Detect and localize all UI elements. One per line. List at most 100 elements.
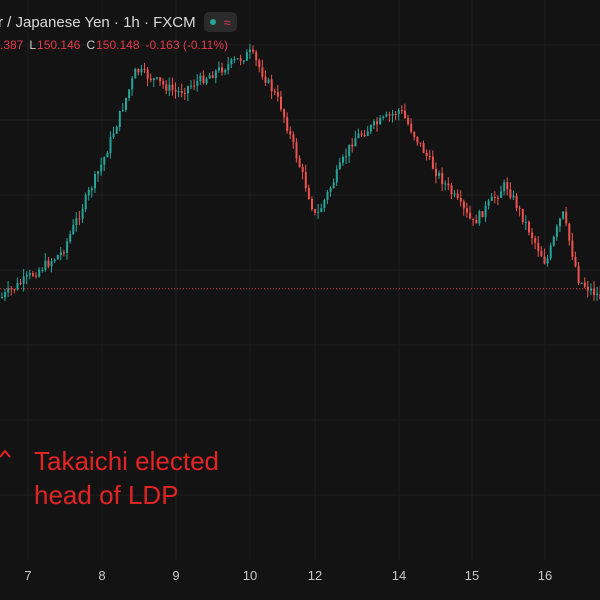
candle-up bbox=[44, 260, 47, 270]
candle-up bbox=[332, 182, 335, 188]
candle-up bbox=[100, 164, 103, 172]
x-tick-label: 15 bbox=[464, 568, 480, 583]
x-tick-label: 10 bbox=[242, 568, 258, 583]
candle-down bbox=[239, 58, 242, 61]
candle-down bbox=[583, 282, 586, 287]
candle-down bbox=[537, 242, 540, 251]
candle-up bbox=[326, 191, 329, 200]
change-value: -0.163 (-0.11%) bbox=[145, 38, 228, 52]
candle-down bbox=[264, 76, 267, 83]
candle-up bbox=[453, 193, 456, 195]
candle-down bbox=[180, 90, 183, 93]
candle-up bbox=[90, 188, 93, 191]
candle-up bbox=[109, 137, 112, 153]
x-tick-label: 7 bbox=[24, 568, 32, 583]
candle-down bbox=[521, 208, 524, 223]
candle-down bbox=[462, 201, 465, 209]
candle-up bbox=[317, 211, 320, 213]
candle-down bbox=[497, 197, 499, 199]
candle-up bbox=[224, 70, 227, 73]
candle-up bbox=[121, 109, 124, 111]
x-axis[interactable]: 7 8 9 10 12 14 15 16 bbox=[0, 560, 600, 590]
candle-down bbox=[593, 288, 596, 296]
annotation-line-1: Takaichi elected bbox=[34, 446, 219, 476]
candle-up bbox=[267, 79, 270, 83]
candle-up bbox=[152, 78, 155, 81]
candle-down bbox=[298, 158, 301, 167]
candle-down bbox=[351, 144, 354, 147]
status-pill[interactable]: ≈ bbox=[203, 12, 237, 32]
candle-up bbox=[555, 226, 558, 237]
candle-up bbox=[373, 121, 375, 126]
candle-down bbox=[289, 130, 292, 135]
candle-down bbox=[574, 256, 577, 267]
candle-up bbox=[218, 67, 220, 71]
candle-up bbox=[59, 252, 62, 256]
candle-down bbox=[35, 275, 38, 277]
candle-up bbox=[187, 86, 189, 94]
candle-up bbox=[84, 195, 87, 210]
candle-up bbox=[500, 191, 503, 198]
candle-down bbox=[295, 142, 298, 159]
candle-down bbox=[304, 172, 307, 189]
candle-up bbox=[366, 131, 369, 137]
candle-down bbox=[410, 123, 413, 133]
candle-up bbox=[478, 211, 481, 224]
candle-up bbox=[196, 81, 199, 86]
candle-up bbox=[590, 288, 592, 291]
candle-down bbox=[472, 218, 475, 220]
candle-down bbox=[459, 197, 462, 202]
candle-down bbox=[388, 114, 391, 116]
market-status-dot-icon bbox=[209, 19, 216, 25]
symbol-title[interactable]: r / Japanese Yen · 1h · FXCM bbox=[0, 13, 196, 31]
candle-up bbox=[177, 90, 180, 92]
candle-down bbox=[276, 92, 279, 97]
candle-up bbox=[106, 152, 109, 158]
candle-down bbox=[431, 156, 434, 169]
candle-down bbox=[571, 240, 574, 257]
low-value: 150.146 bbox=[37, 38, 81, 52]
candle-up bbox=[323, 199, 326, 209]
candle-up bbox=[199, 75, 202, 82]
candle-down bbox=[137, 68, 140, 73]
candle-up bbox=[118, 110, 121, 127]
candle-down bbox=[13, 289, 16, 291]
candle-up bbox=[168, 84, 171, 91]
candle-up bbox=[490, 196, 493, 201]
candle-up bbox=[512, 195, 515, 198]
candle-up bbox=[112, 133, 115, 138]
candle-down bbox=[10, 288, 13, 290]
candle-up bbox=[348, 144, 351, 157]
candle-up bbox=[391, 113, 394, 116]
candle-down bbox=[466, 208, 468, 213]
candle-down bbox=[258, 60, 261, 68]
candle-down bbox=[518, 208, 521, 210]
candle-up bbox=[524, 221, 527, 223]
candle-down bbox=[376, 121, 379, 125]
candle-up bbox=[552, 236, 555, 246]
candle-down bbox=[422, 143, 425, 153]
candle-up bbox=[4, 292, 7, 298]
x-tick-label: 9 bbox=[172, 568, 180, 583]
candle-down bbox=[565, 211, 568, 224]
close-label: C bbox=[86, 38, 96, 52]
candle-up bbox=[487, 200, 490, 206]
candle-up bbox=[69, 234, 72, 242]
candle-up bbox=[233, 59, 236, 61]
candle-down bbox=[19, 282, 22, 284]
chart-header: r / Japanese Yen · 1h · FXCM ≈ bbox=[0, 10, 237, 34]
candle-down bbox=[404, 110, 406, 119]
candle-down bbox=[416, 136, 419, 143]
x-tick-label: 8 bbox=[98, 568, 106, 583]
candle-up bbox=[385, 114, 388, 117]
candle-down bbox=[165, 84, 168, 91]
candle-down bbox=[314, 209, 317, 213]
candle-up bbox=[56, 255, 59, 260]
candle-up bbox=[50, 261, 53, 267]
candle-down bbox=[407, 118, 410, 124]
candle-up bbox=[320, 208, 323, 212]
candle-down bbox=[577, 266, 580, 284]
candle-down bbox=[531, 232, 534, 239]
candle-down bbox=[413, 132, 416, 137]
